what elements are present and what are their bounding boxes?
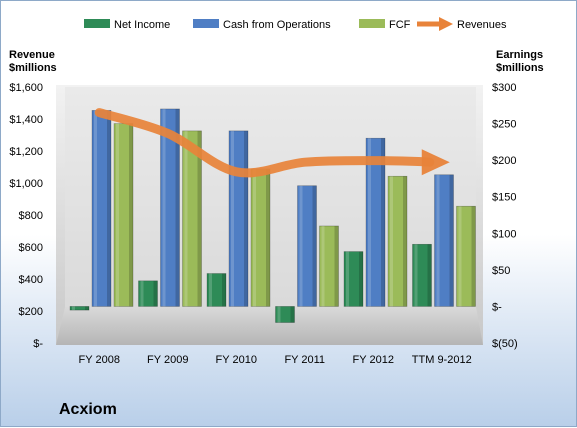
category-label: FY 2010 bbox=[216, 354, 257, 366]
fcf-bar bbox=[113, 123, 134, 307]
category-label: FY 2009 bbox=[147, 354, 188, 366]
net-income-bar bbox=[275, 306, 295, 323]
category-label: FY 2008 bbox=[79, 354, 120, 366]
category-labels: FY 2008 FY 2009 FY 2010 FY 2011 FY 2012 TTM 9… bbox=[79, 354, 472, 366]
net-income-bar bbox=[206, 273, 227, 307]
plot-floor bbox=[56, 307, 483, 345]
right-tick-label: $50 bbox=[492, 265, 510, 277]
cash-from-operations-bar bbox=[434, 174, 454, 307]
company-name: Acxiom bbox=[59, 401, 117, 418]
legend-label-fcf: FCF bbox=[389, 19, 411, 31]
fcf-bar bbox=[250, 168, 271, 307]
right-tick-label: $250 bbox=[492, 119, 516, 131]
right-tick-label: $100 bbox=[492, 228, 516, 240]
left-axis-ticks: $1,600 $1,400 $1,200 $1,000 $800 $600 $400 $200… bbox=[9, 82, 43, 350]
left-axis-title-line1: Revenue bbox=[9, 49, 55, 61]
legend-swatch-revenues bbox=[417, 17, 453, 31]
category-label: TTM 9-2012 bbox=[412, 354, 472, 366]
left-tick-label: $1,400 bbox=[9, 114, 43, 126]
left-tick-label: $1,200 bbox=[9, 146, 43, 158]
right-tick-label: $300 bbox=[492, 82, 516, 94]
cash-from-operations-bar bbox=[297, 185, 317, 307]
fcf-bar bbox=[182, 130, 202, 307]
cash-from-operations-bar bbox=[91, 110, 112, 307]
bars-group bbox=[69, 108, 476, 323]
category-label: FY 2011 bbox=[284, 354, 325, 366]
net-income-bar bbox=[138, 280, 158, 307]
revenues-arrowhead bbox=[421, 149, 450, 176]
right-tick-label: $(50) bbox=[492, 338, 518, 350]
left-tick-label: $- bbox=[33, 338, 43, 350]
legend: Net Income Cash from Operations FCF Reve… bbox=[84, 17, 507, 31]
revenues-line bbox=[94, 108, 435, 178]
left-tick-label: $600 bbox=[19, 242, 43, 254]
cash-from-operations-bar bbox=[160, 108, 180, 307]
cash-from-operations-bar bbox=[228, 130, 249, 307]
right-axis-ticks: $300 $250 $200 $150 $100 $50 $- $(50) bbox=[492, 82, 518, 350]
legend-label-net-income: Net Income bbox=[114, 19, 170, 31]
right-tick-label: $200 bbox=[492, 155, 516, 167]
left-tick-label: $1,600 bbox=[9, 82, 43, 94]
cash-from-operations-bar bbox=[365, 137, 386, 307]
fcf-bar bbox=[456, 205, 476, 307]
left-tick-label: $400 bbox=[19, 274, 43, 286]
category-label: FY 2012 bbox=[353, 354, 394, 366]
legend-label-cash-from-operations: Cash from Operations bbox=[223, 19, 331, 31]
net-income-bar bbox=[343, 251, 364, 307]
legend-swatch-net-income bbox=[84, 19, 110, 28]
net-income-bar bbox=[412, 243, 432, 307]
legend-swatch-fcf bbox=[359, 19, 385, 28]
fcf-bar bbox=[387, 175, 408, 307]
right-axis-title-line1: Earnings bbox=[496, 49, 543, 61]
left-tick-label: $200 bbox=[19, 306, 43, 318]
right-tick-label: $- bbox=[492, 301, 502, 313]
legend-label-revenues: Revenues bbox=[457, 19, 507, 31]
revenues-line-group bbox=[94, 108, 450, 178]
legend-swatch-cash-from-operations bbox=[193, 19, 219, 28]
right-axis-title-line2: $millions bbox=[496, 62, 544, 74]
fcf-bar bbox=[319, 225, 339, 307]
net-income-bar bbox=[69, 306, 90, 311]
left-tick-label: $800 bbox=[19, 210, 43, 222]
left-tick-label: $1,000 bbox=[9, 178, 43, 190]
right-tick-label: $150 bbox=[492, 192, 516, 204]
left-axis-title-line2: $millions bbox=[9, 62, 57, 74]
